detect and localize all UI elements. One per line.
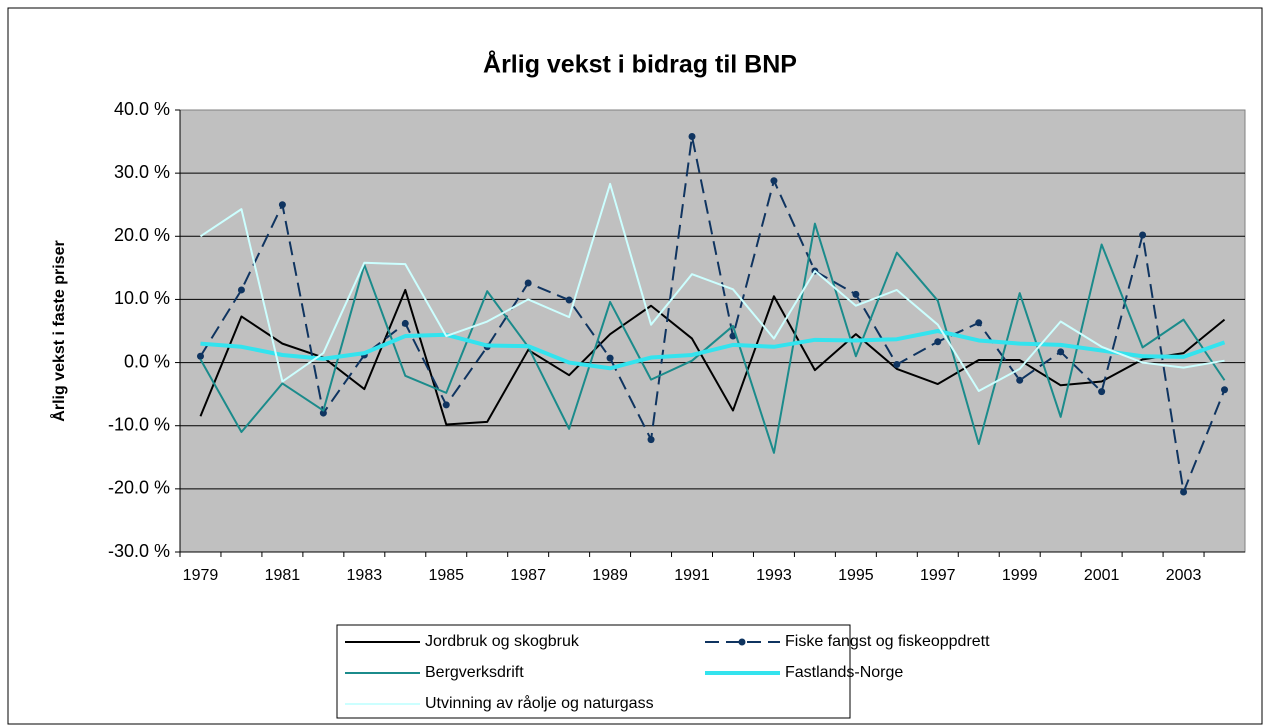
y-tick-label: 30.0 % xyxy=(114,162,170,182)
x-tick-label: 1995 xyxy=(838,567,874,584)
y-tick-label: 10.0 % xyxy=(114,288,170,308)
series-marker xyxy=(524,279,532,287)
series-marker xyxy=(1180,488,1188,496)
legend-marker xyxy=(738,638,746,646)
y-tick-label: -30.0 % xyxy=(108,541,170,561)
x-tick-label: 1987 xyxy=(510,567,546,584)
series-marker xyxy=(565,296,573,304)
series-marker xyxy=(975,319,983,327)
legend-label: Jordbruk og skogbruk xyxy=(425,633,580,650)
series-marker xyxy=(278,201,286,209)
y-tick-label: 0.0 % xyxy=(124,351,170,371)
series-marker xyxy=(1016,376,1024,384)
x-tick-label: 1997 xyxy=(920,567,956,584)
y-axis-label: Årlig vekst i faste priser xyxy=(49,240,68,421)
y-tick-label: -20.0 % xyxy=(108,478,170,498)
x-tick-label: 2003 xyxy=(1166,567,1202,584)
series-marker xyxy=(196,352,204,360)
series-marker xyxy=(688,133,696,141)
legend-label: Bergverksdrift xyxy=(425,664,524,681)
x-tick-label: 1983 xyxy=(347,567,383,584)
x-tick-label: 1981 xyxy=(265,567,301,584)
x-tick-label: 1991 xyxy=(674,567,710,584)
legend-label: Fastlands-Norge xyxy=(785,664,903,681)
series-marker xyxy=(647,436,655,444)
series-marker xyxy=(442,401,450,409)
y-tick-label: 40.0 % xyxy=(114,99,170,119)
series-marker xyxy=(319,409,327,417)
series-line xyxy=(199,182,1225,392)
x-tick-label: 1979 xyxy=(183,567,219,584)
series-marker xyxy=(401,319,409,327)
x-tick-label: 1989 xyxy=(592,567,628,584)
legend-label: Utvinning av råolje og naturgass xyxy=(425,694,654,712)
legend-label: Fiske fangst og fiskeoppdrett xyxy=(785,633,990,650)
series-marker xyxy=(770,177,778,185)
x-tick-label: 1985 xyxy=(428,567,464,584)
series-marker xyxy=(1057,348,1065,356)
series-marker xyxy=(237,286,245,294)
chart-title: Årlig vekst i bidrag til BNP xyxy=(483,50,797,79)
plot-area xyxy=(179,109,1246,553)
series-marker xyxy=(1221,386,1229,394)
x-tick-label: 1999 xyxy=(1002,567,1038,584)
y-tick-label: -10.0 % xyxy=(108,414,170,434)
x-tick-label: 1993 xyxy=(756,567,792,584)
series-marker xyxy=(934,338,942,346)
series-marker xyxy=(852,290,860,298)
series-marker xyxy=(893,360,901,368)
series-line xyxy=(200,329,1226,371)
series-marker xyxy=(1098,388,1106,396)
x-tick-label: 2001 xyxy=(1084,567,1120,584)
series-line xyxy=(199,222,1226,454)
y-tick-label: 20.0 % xyxy=(114,225,170,245)
series-marker xyxy=(1139,231,1147,239)
series-marker xyxy=(606,354,614,362)
series-line xyxy=(199,288,1226,426)
